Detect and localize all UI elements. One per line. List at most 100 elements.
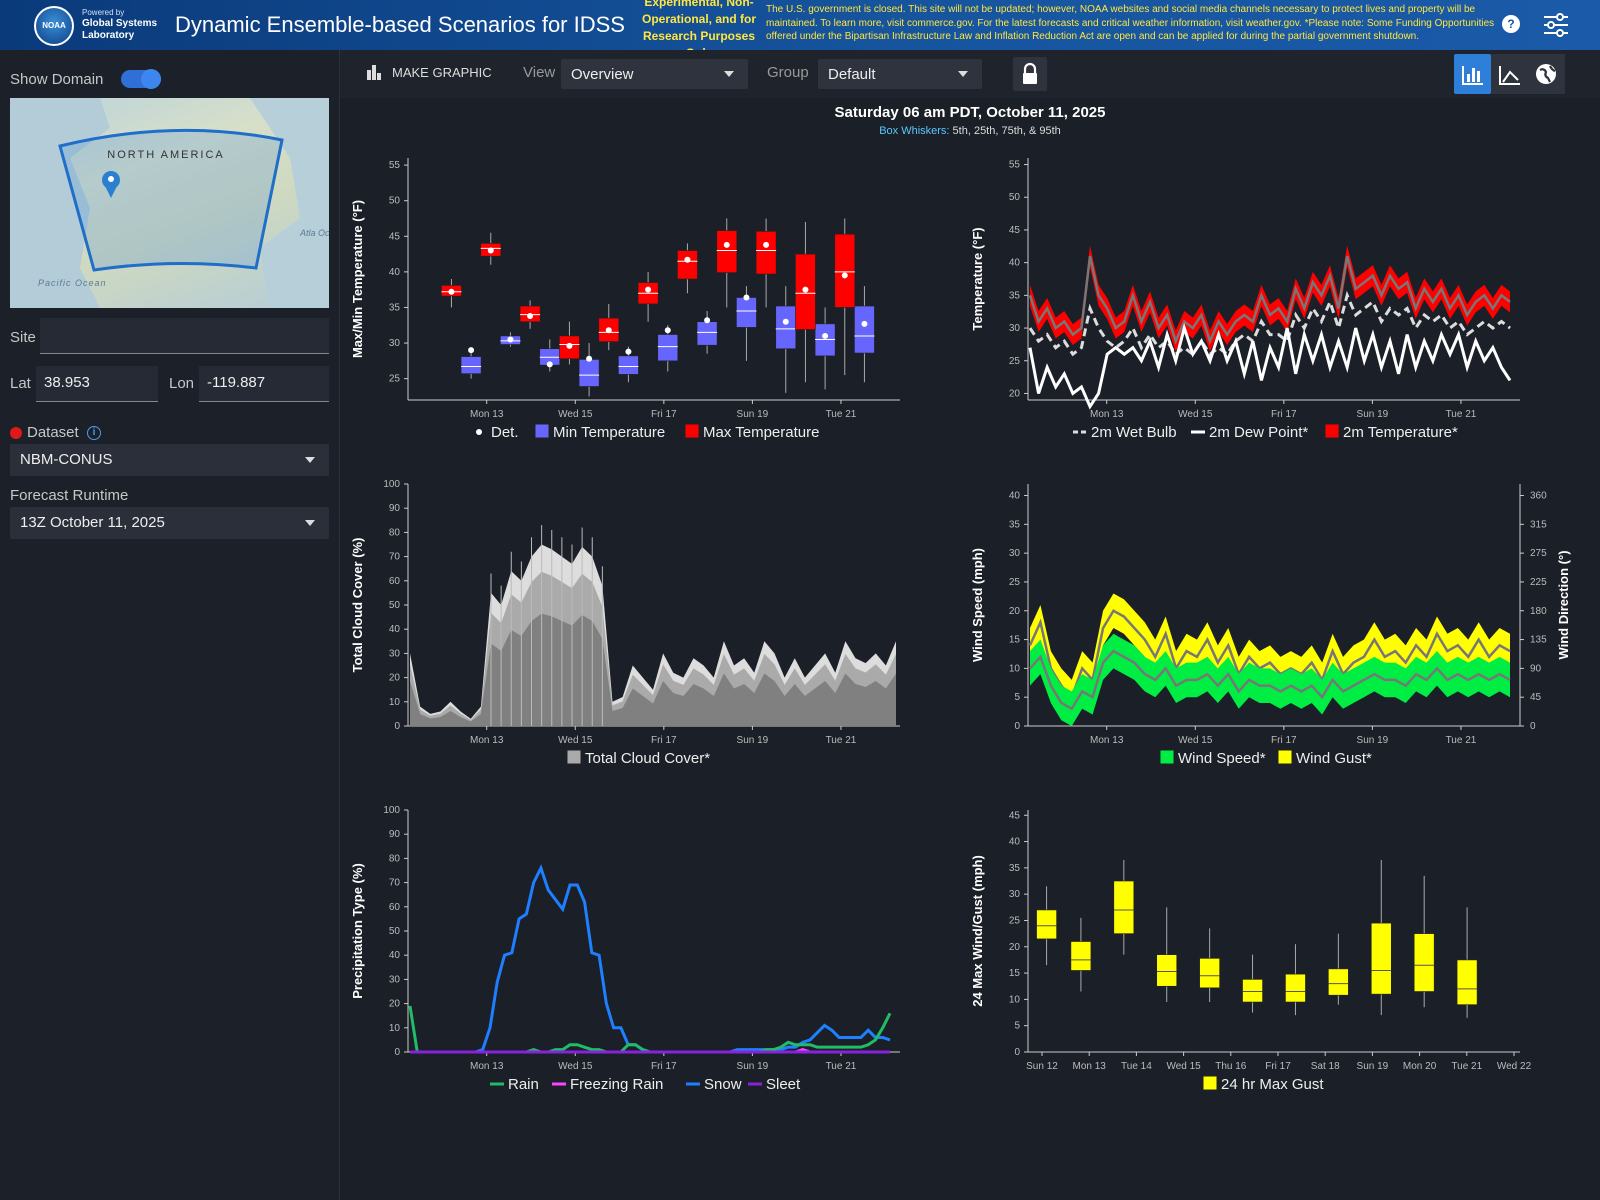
- show-domain-toggle[interactable]: [121, 69, 161, 89]
- show-domain-label: Show Domain: [10, 71, 104, 88]
- y-tick-label: 50: [389, 196, 401, 207]
- line-2m-wet-bulb: [1028, 290, 1511, 357]
- y-tick-label-right: 45: [1530, 692, 1542, 703]
- legend-item: Min Temperature: [534, 423, 665, 441]
- det-point: [723, 241, 730, 248]
- line-2m-temperature-: [1028, 255, 1511, 345]
- x-tick-label: Tue 21: [826, 735, 857, 746]
- det-point: [841, 272, 848, 279]
- chart-2[interactable]: 20 25 30 35 40 45 50 55 Mon 13 Wed 15 Fri 17 Sun 19…: [960, 148, 1580, 468]
- group-value: Default: [828, 66, 876, 83]
- x-tick-label: Sun 19: [737, 1061, 769, 1072]
- x-tick-label: Mon 13: [1090, 409, 1124, 420]
- det-point: [782, 318, 789, 325]
- box-max-temperature: [716, 230, 738, 273]
- chevron-down-icon: [305, 457, 315, 463]
- map-label-atlantic: Atla Oc: [299, 228, 329, 238]
- det-point: [645, 286, 652, 293]
- legend-label: Wind Speed*: [1178, 750, 1266, 767]
- y-tick-label: 45: [1009, 810, 1021, 821]
- det-point: [605, 327, 612, 334]
- band-wind-gust-: [1030, 593, 1510, 715]
- y-tick-label: 40: [1009, 837, 1021, 848]
- det-point: [566, 342, 573, 349]
- box-max-temperature: [677, 250, 698, 280]
- y-tick-label: 100: [383, 479, 400, 490]
- sliders-settings-icon[interactable]: [1542, 13, 1570, 37]
- map-view-button[interactable]: [1528, 54, 1565, 94]
- powered-by-text: Powered by: [82, 8, 125, 17]
- whisker-label: Box Whiskers:: [879, 125, 950, 137]
- view-value: Overview: [571, 66, 634, 83]
- y-tick-label-right: 90: [1530, 663, 1542, 674]
- legend-item: Total Cloud Cover*: [566, 749, 710, 767]
- legend-label: Max Temperature: [703, 424, 819, 441]
- legend-label: 2m Wet Bulb: [1091, 424, 1177, 441]
- legend-swatch: [566, 749, 582, 765]
- help-icon[interactable]: ?: [1502, 15, 1520, 33]
- y-tick-label: 40: [389, 950, 401, 961]
- noaa-logo[interactable]: NOAA: [34, 6, 74, 46]
- dataset-status-dot: [10, 427, 22, 439]
- legend-item: Det.: [476, 424, 519, 441]
- det-point: [763, 241, 770, 248]
- legend-label: Freezing Rain: [570, 1076, 663, 1093]
- y-tick-label: 70: [389, 552, 401, 563]
- y-axis-label: Temperature (°F): [970, 227, 985, 330]
- y-tick-label: 50: [1009, 192, 1021, 203]
- make-graphic-button[interactable]: MAKE GRAPHIC: [366, 64, 492, 80]
- chart-view-button[interactable]: [1454, 54, 1491, 94]
- y-tick-label: 0: [394, 721, 400, 732]
- dataset-value: NBM-CONUS: [20, 451, 113, 468]
- group-select[interactable]: Default: [818, 59, 982, 89]
- x-tick-label: Wed 15: [1178, 735, 1213, 746]
- legend-item: Freezing Rain: [552, 1076, 663, 1093]
- y-tick-label: 20: [1009, 388, 1021, 399]
- det-point: [527, 313, 534, 320]
- box-24-hr-max-gust: [1113, 880, 1135, 934]
- y-tick-label: 50: [389, 926, 401, 937]
- line-wind-gust-: [1028, 609, 1511, 700]
- y-tick-label: 70: [389, 878, 401, 889]
- domain-map[interactable]: NORTH AMERICA Pacific Ocean Atla Oc: [10, 98, 329, 308]
- det-point: [704, 317, 711, 324]
- x-tick-label: Mon 13: [470, 409, 504, 420]
- chart-3[interactable]: 0 10 20 30 40 50 60 70 80 90 100 Mon 13 Wed 15 Fri 17…: [340, 474, 960, 794]
- x-tick-label: Mon 13: [470, 735, 504, 746]
- info-icon[interactable]: i: [87, 426, 101, 440]
- dataset-select[interactable]: NBM-CONUS: [10, 444, 329, 476]
- plume-view-button[interactable]: [1491, 54, 1528, 94]
- y-tick-label: 25: [1009, 356, 1021, 367]
- y-tick-label: 20: [1009, 606, 1021, 617]
- det-point: [802, 286, 809, 293]
- box-24-hr-max-gust: [1370, 922, 1392, 995]
- globe-icon: [1536, 64, 1556, 84]
- view-select[interactable]: Overview: [561, 59, 748, 89]
- lat-input[interactable]: 38.953: [36, 366, 158, 402]
- det-point: [743, 294, 750, 301]
- y-tick-label: 90: [389, 503, 401, 514]
- runtime-select[interactable]: 13Z October 11, 2025: [10, 507, 329, 539]
- chart-1[interactable]: 25 30 35 40 45 50 55 Mon 13 Wed 15 Fri 17 Sun 19 Tu…: [340, 148, 960, 468]
- chart-5[interactable]: 0 10 20 30 40 50 60 70 80 90 100 Mon 13 Wed 15 Fri 17…: [340, 800, 960, 1120]
- box-24-hr-max-gust: [1285, 973, 1306, 1003]
- x-tick-label: Tue 21: [826, 1061, 857, 1072]
- y-tick-label: 40: [389, 267, 401, 278]
- chart-6[interactable]: 0 5 10 15 20 25 30 35 40 45 Sun 12 Mon 13 Tue 14 Wed …: [960, 800, 1580, 1120]
- y-tick-label: 15: [1009, 968, 1021, 979]
- site-input[interactable]: [40, 318, 329, 354]
- legend-label: Min Temperature: [553, 424, 665, 441]
- legend-label: Total Cloud Cover*: [585, 750, 710, 767]
- x-tick-label: Sun 19: [1357, 1061, 1389, 1072]
- chart-4[interactable]: 0 5 10 15 20 25 30 35 40 0 45 90 135 180 225 275 315 360 W…: [960, 474, 1580, 794]
- y-axis-label: Max/Min Temperature (°F): [350, 200, 365, 358]
- legend-label: Det.: [491, 424, 519, 441]
- lock-button[interactable]: [1013, 57, 1047, 91]
- lon-input[interactable]: -119.887: [199, 366, 329, 402]
- box-24-hr-max-gust: [1199, 958, 1220, 989]
- x-tick-label: Wed 15: [558, 409, 593, 420]
- y-tick-label: 35: [1009, 519, 1021, 530]
- y-axis-label: Wind Speed (mph): [970, 548, 985, 662]
- y-tick-label: 20: [389, 999, 401, 1010]
- runtime-value: 13Z October 11, 2025: [20, 514, 165, 531]
